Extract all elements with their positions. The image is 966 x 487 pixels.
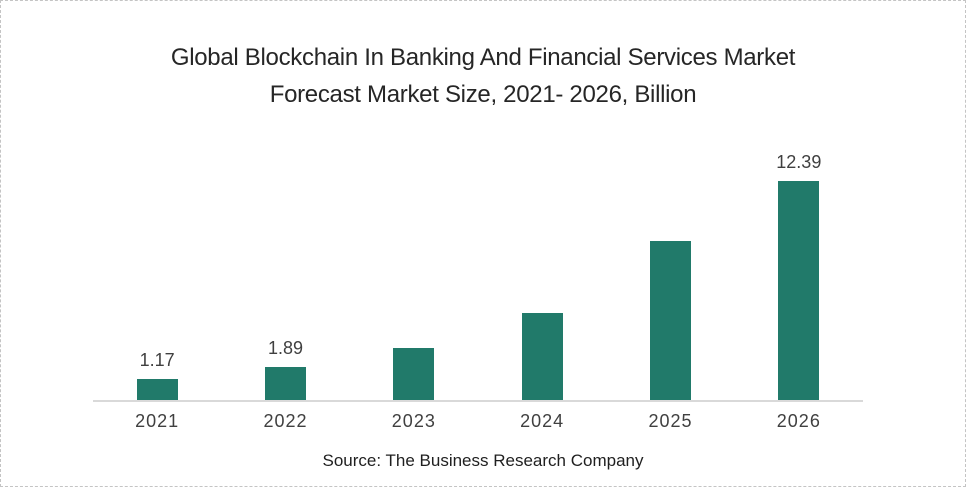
source-caption: Source: The Business Research Company	[322, 451, 644, 470]
bar-slot-2026: 12.39	[735, 150, 863, 400]
bar-slot-2024	[478, 150, 606, 400]
bar-2024	[521, 312, 563, 400]
x-tick-label-2021: 2021	[135, 411, 180, 431]
bar-2023	[393, 347, 435, 400]
bar-slot-2022: 1.89	[221, 150, 349, 400]
bar-slot-2025	[606, 150, 734, 400]
chart-title-line1: Global Blockchain In Banking And Financi…	[170, 44, 796, 71]
data-label-2026: 12.39	[776, 152, 822, 172]
x-tick-label-2025: 2025	[648, 411, 693, 431]
x-tick-label-2022: 2022	[263, 411, 308, 431]
x-axis-labels: 2021 2022 2023 2024 2025 2026	[93, 402, 863, 432]
chart-title-line2: Forecast Market Size, 2021- 2026, Billio…	[269, 81, 697, 108]
bar-slot-2023	[350, 150, 478, 400]
bar-2021	[136, 379, 178, 400]
x-tick-label-2026: 2026	[776, 411, 821, 431]
bar-2022	[264, 366, 306, 400]
data-label-2021: 1.17	[139, 350, 175, 371]
plot-area: 1.17 1.89 12.39 2021 2022 2023 2024 2025 2026	[93, 150, 863, 432]
data-label-2022: 1.89	[267, 337, 304, 358]
x-tick-label-2024: 2024	[520, 411, 565, 431]
bar-2025	[649, 240, 691, 400]
x-tick-label-2023: 2023	[391, 411, 436, 431]
bar-slot-2021: 1.17	[93, 150, 221, 400]
bar-2026	[778, 181, 820, 400]
bars-row: 1.17 1.89 12.39	[93, 150, 863, 402]
chart-title: Global Blockchain In Banking And Financi…	[1, 39, 965, 113]
